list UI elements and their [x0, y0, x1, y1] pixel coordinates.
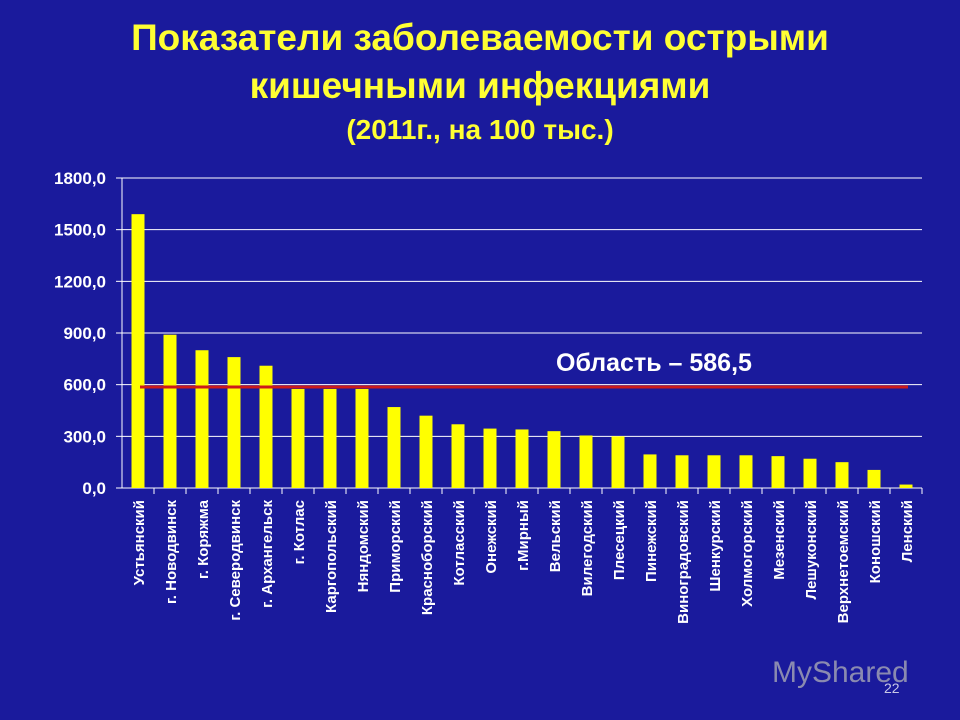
title-line-2: кишечными инфекциями: [249, 65, 711, 106]
y-tick-label: 1800,0: [54, 169, 106, 188]
chart-subtitle: (2011г., на 100 тыс.): [346, 114, 614, 145]
bar: [291, 388, 305, 488]
bar: [867, 469, 881, 488]
bar: [611, 436, 625, 488]
x-tick-label: Лешуконский: [803, 500, 820, 600]
bar: [771, 456, 785, 488]
x-tick-label: г. Котлас: [291, 500, 308, 564]
bar: [355, 388, 369, 488]
x-tick-label: Коношский: [867, 500, 884, 583]
x-tick-label: Виноградовский: [675, 500, 692, 624]
x-tick-label: Холмогорский: [739, 500, 756, 607]
y-tick-label: 900,0: [63, 324, 106, 343]
bar: [419, 415, 433, 488]
x-tick-label: г. Северодвинск: [227, 500, 244, 621]
x-tick-label: Няндомский: [355, 500, 372, 592]
watermark: MyShared: [772, 656, 909, 689]
x-tick-label: г. Архангельск: [259, 500, 276, 608]
y-tick-label: 600,0: [63, 376, 106, 395]
bar: [163, 334, 177, 488]
x-tick-label: Ленский: [899, 500, 916, 562]
x-tick-label: Каргопольский: [323, 500, 340, 613]
x-tick-label: Котласский: [451, 500, 468, 586]
bar: [547, 431, 561, 488]
bar: [227, 357, 241, 488]
bar: [387, 407, 401, 488]
bar: [899, 484, 913, 488]
bar: [707, 455, 721, 488]
title-line-1: Показатели заболеваемости острыми: [131, 17, 829, 58]
bar: [835, 462, 849, 488]
y-tick-label: 300,0: [63, 427, 106, 446]
x-tick-label: Вельский: [547, 500, 564, 572]
x-tick-label: Шенкурский: [707, 500, 724, 592]
x-tick-label: г. Коряжма: [195, 499, 212, 579]
bar: [131, 214, 145, 488]
x-tick-label: Устьянский: [131, 500, 148, 585]
x-tick-label: Мезенский: [771, 500, 788, 580]
y-tick-label: 0,0: [82, 479, 106, 498]
reference-label: Область – 586,5: [556, 349, 752, 377]
slide-title: Показатели заболеваемости острыми кишечн…: [0, 14, 960, 150]
x-tick-label: Вилегодский: [579, 500, 596, 596]
x-tick-label: Онежский: [483, 500, 500, 574]
x-tick-label: г.Мирный: [515, 500, 532, 571]
x-tick-label: Пинежский: [643, 500, 660, 582]
bar: [195, 350, 209, 488]
x-tick-label: Плесецкий: [611, 500, 628, 580]
bar: [739, 455, 753, 488]
bar: [323, 388, 337, 488]
bar: [803, 458, 817, 488]
y-tick-label: 1500,0: [54, 221, 106, 240]
slide-number: 22: [884, 680, 900, 696]
x-tick-label: Верхнетоемский: [835, 500, 852, 623]
x-tick-label: Приморский: [387, 500, 404, 593]
x-tick-label: Красноборский: [419, 500, 436, 615]
bar: [259, 365, 273, 488]
bar: [451, 424, 465, 488]
bar: [675, 455, 689, 488]
bar: [643, 454, 657, 488]
y-tick-label: 1200,0: [54, 272, 106, 291]
bar: [579, 435, 593, 488]
bar: [483, 428, 497, 488]
x-tick-label: г. Новодвинск: [163, 500, 180, 604]
bar: [515, 429, 529, 488]
